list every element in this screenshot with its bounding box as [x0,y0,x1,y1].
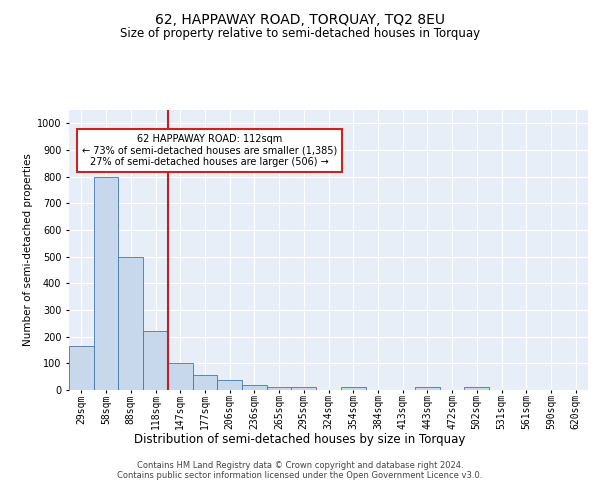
Bar [341,388,365,390]
Y-axis label: Number of semi-detached properties: Number of semi-detached properties [23,154,32,346]
Text: Distribution of semi-detached houses by size in Torquay: Distribution of semi-detached houses by … [134,432,466,446]
Text: 62 HAPPAWAY ROAD: 112sqm
← 73% of semi-detached houses are smaller (1,385)
27% o: 62 HAPPAWAY ROAD: 112sqm ← 73% of semi-d… [82,134,337,167]
Bar [143,332,168,390]
Bar [69,346,94,390]
Text: Size of property relative to semi-detached houses in Torquay: Size of property relative to semi-detach… [120,28,480,40]
Bar [242,385,267,390]
Bar [118,256,143,390]
Bar [292,388,316,390]
Bar [415,388,440,390]
Bar [267,388,292,390]
Bar [217,380,242,390]
Text: 62, HAPPAWAY ROAD, TORQUAY, TQ2 8EU: 62, HAPPAWAY ROAD, TORQUAY, TQ2 8EU [155,12,445,26]
Bar [94,176,118,390]
Text: Contains HM Land Registry data © Crown copyright and database right 2024.
Contai: Contains HM Land Registry data © Crown c… [118,460,482,480]
Bar [193,376,217,390]
Bar [464,388,489,390]
Bar [168,364,193,390]
